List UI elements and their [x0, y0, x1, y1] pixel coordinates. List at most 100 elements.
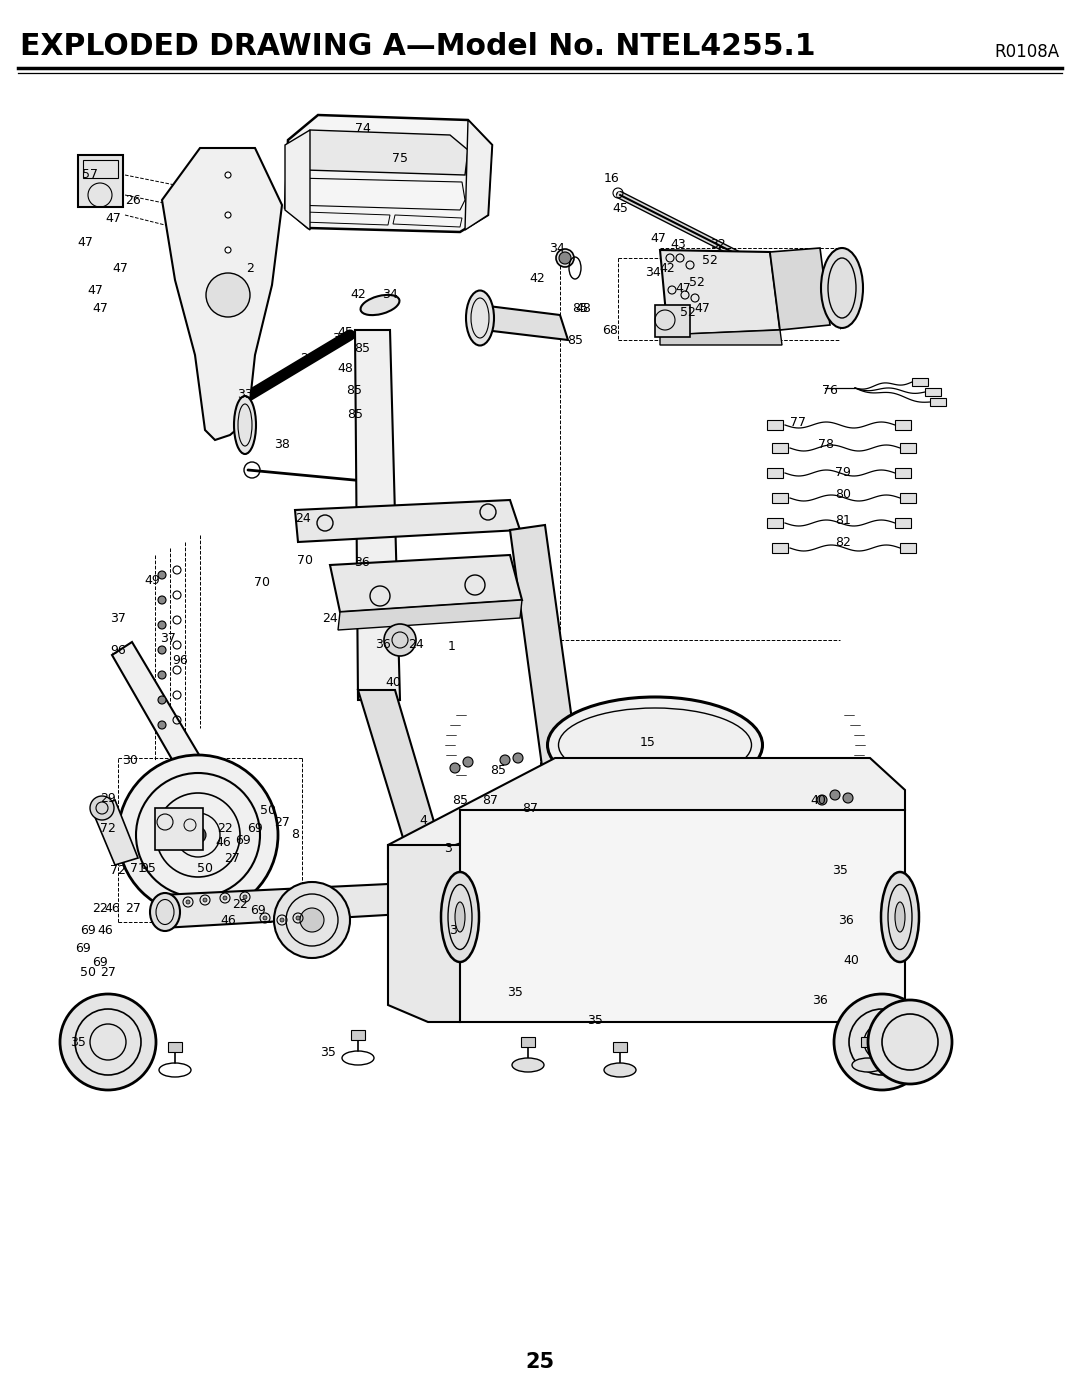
- Circle shape: [463, 757, 473, 767]
- Bar: [78, 155, 123, 207]
- Text: 34: 34: [382, 289, 397, 302]
- Text: 36: 36: [812, 993, 828, 1006]
- Text: 46: 46: [97, 923, 113, 936]
- Text: 78: 78: [818, 439, 834, 451]
- Bar: [613, 1042, 627, 1052]
- Circle shape: [158, 645, 166, 654]
- Text: 35: 35: [832, 863, 848, 876]
- Ellipse shape: [417, 882, 447, 919]
- Text: 36: 36: [354, 556, 369, 569]
- Polygon shape: [510, 525, 590, 862]
- Text: 29: 29: [100, 792, 116, 805]
- Polygon shape: [660, 250, 780, 335]
- Text: 35: 35: [320, 1045, 336, 1059]
- Circle shape: [300, 908, 324, 932]
- Circle shape: [203, 898, 207, 902]
- Ellipse shape: [465, 291, 494, 345]
- Text: 16: 16: [604, 172, 620, 184]
- Polygon shape: [460, 810, 905, 1023]
- Text: 85: 85: [347, 408, 363, 422]
- Text: 37: 37: [160, 631, 176, 644]
- Circle shape: [280, 918, 284, 922]
- Text: 46: 46: [220, 914, 235, 926]
- Bar: [156, 807, 203, 849]
- Text: 75: 75: [392, 151, 408, 165]
- Text: 27: 27: [100, 965, 116, 978]
- Text: 69: 69: [247, 821, 262, 834]
- Text: 42: 42: [659, 261, 675, 274]
- Text: 85: 85: [490, 764, 507, 777]
- Bar: [772, 443, 788, 453]
- Circle shape: [296, 916, 300, 921]
- Circle shape: [190, 827, 206, 842]
- Text: 22: 22: [217, 821, 233, 834]
- Text: 47: 47: [105, 211, 121, 225]
- Circle shape: [816, 795, 827, 805]
- Circle shape: [158, 597, 166, 604]
- Polygon shape: [162, 148, 282, 440]
- Bar: [895, 420, 912, 430]
- Text: R0108A: R0108A: [995, 43, 1059, 61]
- Text: 52: 52: [702, 253, 718, 267]
- Text: 27: 27: [125, 901, 140, 915]
- Bar: [767, 420, 783, 430]
- Circle shape: [225, 172, 231, 177]
- Ellipse shape: [852, 1058, 885, 1071]
- Text: 81: 81: [835, 514, 851, 527]
- Polygon shape: [292, 130, 468, 175]
- Text: 35: 35: [588, 1013, 603, 1027]
- Bar: [930, 398, 946, 407]
- Text: 74: 74: [355, 122, 370, 134]
- Circle shape: [834, 995, 930, 1090]
- Bar: [895, 518, 912, 528]
- Text: 45: 45: [337, 327, 353, 339]
- Text: 3: 3: [449, 923, 457, 936]
- Circle shape: [225, 247, 231, 253]
- Circle shape: [158, 671, 166, 679]
- Bar: [861, 1037, 875, 1046]
- Text: 77: 77: [789, 416, 806, 429]
- Text: 22: 22: [232, 898, 248, 911]
- Circle shape: [559, 251, 571, 264]
- Text: 3: 3: [444, 841, 451, 855]
- Polygon shape: [330, 555, 522, 612]
- Circle shape: [222, 895, 227, 900]
- Bar: [83, 161, 118, 177]
- Polygon shape: [388, 759, 905, 868]
- Text: 85: 85: [354, 341, 370, 355]
- Bar: [351, 1030, 365, 1039]
- Text: 34: 34: [645, 265, 661, 278]
- Polygon shape: [770, 249, 831, 330]
- Text: 37: 37: [110, 612, 126, 624]
- Text: 52: 52: [689, 277, 705, 289]
- Circle shape: [186, 900, 190, 904]
- Text: 40: 40: [810, 793, 826, 806]
- Text: 4: 4: [419, 813, 427, 827]
- Text: 69: 69: [92, 956, 108, 968]
- Text: 34: 34: [549, 242, 565, 254]
- Text: 27: 27: [274, 816, 289, 828]
- Text: 85: 85: [453, 793, 468, 806]
- Ellipse shape: [556, 249, 573, 267]
- Circle shape: [206, 272, 249, 317]
- Text: 25: 25: [526, 1352, 554, 1372]
- Bar: [924, 388, 941, 395]
- Text: 96: 96: [172, 654, 188, 666]
- Ellipse shape: [512, 1058, 544, 1071]
- Text: 30: 30: [122, 753, 138, 767]
- Text: 95: 95: [140, 862, 156, 875]
- Text: 22: 22: [92, 901, 108, 915]
- Text: 24: 24: [322, 612, 338, 624]
- Text: 24: 24: [295, 511, 311, 524]
- Polygon shape: [92, 800, 138, 865]
- Circle shape: [118, 754, 278, 915]
- Bar: [900, 543, 916, 553]
- Text: 49: 49: [144, 574, 160, 587]
- Circle shape: [274, 882, 350, 958]
- Text: 72: 72: [100, 821, 116, 834]
- Text: 36: 36: [838, 914, 854, 926]
- Text: 50: 50: [80, 965, 96, 978]
- Bar: [895, 468, 912, 478]
- Text: 47: 47: [694, 302, 710, 314]
- Bar: [900, 493, 916, 503]
